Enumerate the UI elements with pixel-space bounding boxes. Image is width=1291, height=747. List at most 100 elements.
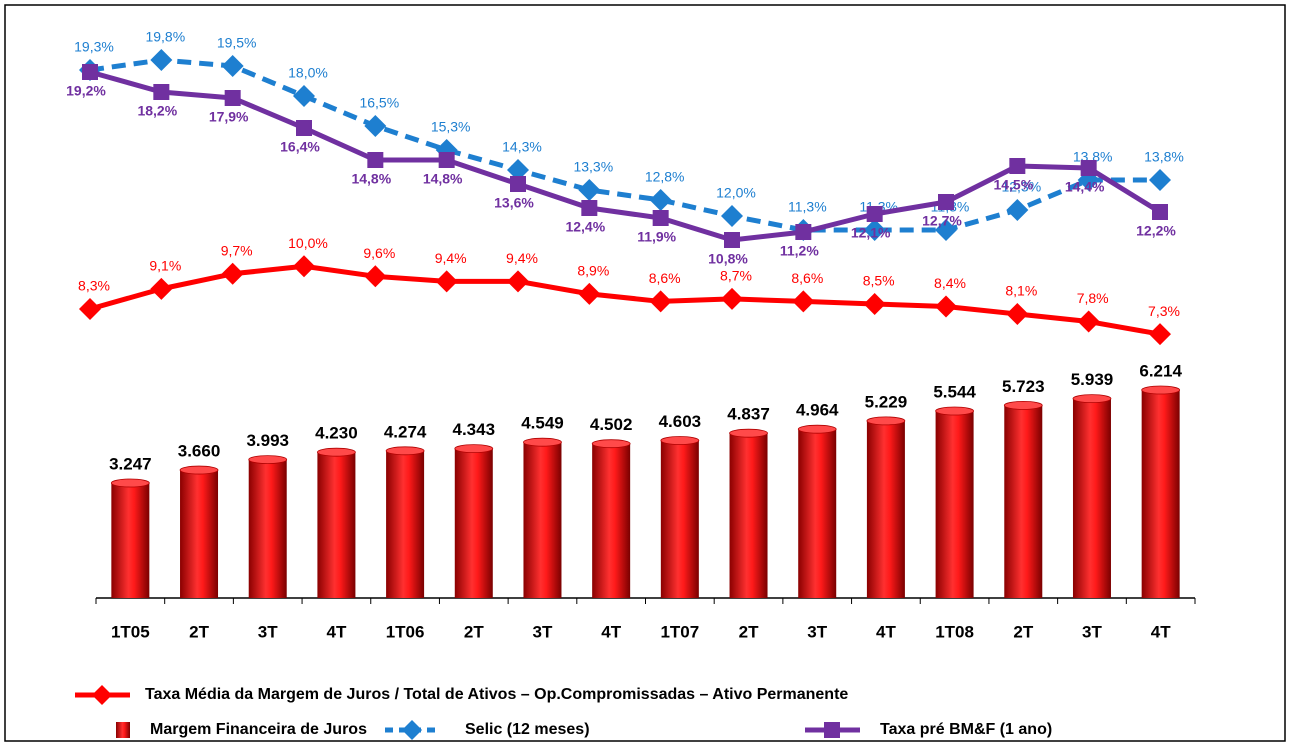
bar-label: 3.660 [178, 442, 221, 461]
marker [578, 282, 601, 305]
data-label: 12,8% [645, 169, 685, 185]
bar-cap [179, 465, 219, 475]
marker [866, 206, 883, 222]
x-tick-label: 4T [326, 622, 346, 641]
bar [454, 448, 493, 598]
chart-border [4, 4, 1286, 742]
marker [1006, 303, 1029, 325]
data-label: 15,3% [431, 119, 471, 135]
data-label: 12,2% [1136, 223, 1176, 239]
marker [293, 85, 315, 107]
data-label: 11,3% [788, 199, 827, 215]
marker [364, 265, 387, 288]
data-label: 19,5% [217, 35, 257, 51]
marker [649, 290, 672, 313]
bar-cap [248, 455, 288, 465]
data-label: 9,4% [506, 250, 538, 266]
data-label: 8,9% [577, 263, 609, 279]
x-tick-label: 4T [601, 622, 621, 641]
data-label: 12,3% [1001, 179, 1041, 195]
marker [938, 194, 954, 210]
bar [523, 442, 562, 598]
data-label: 19,8% [145, 29, 185, 45]
data-label: 9,6% [363, 245, 395, 261]
data-label: 7,3% [1148, 303, 1180, 319]
line [89, 69, 1162, 243]
data-label: 16,5% [359, 95, 399, 111]
data-label: 11,9% [637, 229, 676, 245]
data-label: 11,2% [780, 243, 819, 259]
x-tick-label: 3T [258, 622, 278, 641]
data-label: 18,2% [137, 103, 177, 119]
data-label: 10,0% [288, 235, 328, 251]
bar-label: 5.723 [1002, 377, 1045, 396]
data-label: 13,3% [573, 159, 613, 175]
data-label: 9,1% [149, 258, 181, 274]
x-tick-label: 4T [1151, 622, 1171, 641]
data-label: 19,2% [66, 83, 106, 99]
marker [935, 295, 957, 318]
bar-cap [660, 436, 700, 445]
data-label: 19,3% [74, 39, 114, 55]
marker [581, 200, 598, 216]
bar-cap [317, 447, 356, 457]
data-label: 17,9% [209, 109, 249, 125]
marker [1149, 169, 1171, 191]
legend-label: Margem Financeira de Juros [150, 721, 367, 738]
bar-label: 4.343 [453, 420, 496, 439]
data-label: 8,6% [649, 270, 681, 286]
marker [721, 205, 743, 227]
data-label: 8,6% [791, 270, 823, 286]
marker [863, 292, 886, 315]
data-label: 9,4% [435, 250, 467, 266]
legend-marker [824, 722, 840, 738]
bar-cap [1072, 394, 1112, 404]
data-label: 8,5% [863, 273, 895, 289]
marker [150, 49, 173, 71]
x-tick-label: 2T [739, 622, 759, 641]
data-label: 8,4% [934, 275, 966, 291]
data-label: 8,1% [1005, 283, 1037, 299]
data-label: 18,0% [288, 65, 328, 81]
legend-label: Taxa Média da Margem de Juros / Total de… [145, 686, 848, 703]
bar-label: 3.993 [246, 431, 289, 450]
bar-cap [591, 439, 631, 449]
data-label: 14,4% [1065, 179, 1105, 195]
marker [153, 84, 170, 100]
bar [798, 429, 837, 598]
marker [82, 64, 98, 80]
bar [592, 443, 631, 598]
data-label: 12,7% [922, 213, 962, 229]
marker [721, 287, 743, 310]
data-label: 13,8% [1144, 149, 1184, 165]
marker [438, 152, 455, 168]
x-tick-label: 3T [807, 622, 827, 641]
bar-cap [729, 428, 768, 438]
bar-cap [1003, 400, 1043, 410]
bar-label: 4.502 [590, 415, 633, 434]
marker [795, 224, 812, 240]
x-tick-label: 4T [876, 622, 896, 641]
bar [180, 470, 219, 598]
bar-label: 4.230 [315, 424, 358, 443]
marker [1006, 199, 1029, 221]
bar [935, 411, 974, 598]
marker [221, 55, 244, 77]
bar [386, 450, 425, 598]
marker [435, 270, 458, 293]
marker [652, 210, 669, 226]
legend-label: Taxa pré BM&F (1 ano) [880, 721, 1052, 738]
bar-label: 4.549 [521, 414, 564, 433]
bar-label: 5.939 [1071, 370, 1114, 389]
bar-label: 3.247 [109, 454, 152, 473]
marker [507, 270, 529, 293]
marker [792, 290, 815, 313]
data-label: 14,3% [502, 139, 542, 155]
marker [1009, 158, 1026, 174]
bar-label: 5.229 [865, 392, 908, 411]
line [89, 57, 1160, 233]
bar [660, 440, 699, 598]
bar-cap [1141, 385, 1181, 395]
marker [364, 115, 387, 137]
